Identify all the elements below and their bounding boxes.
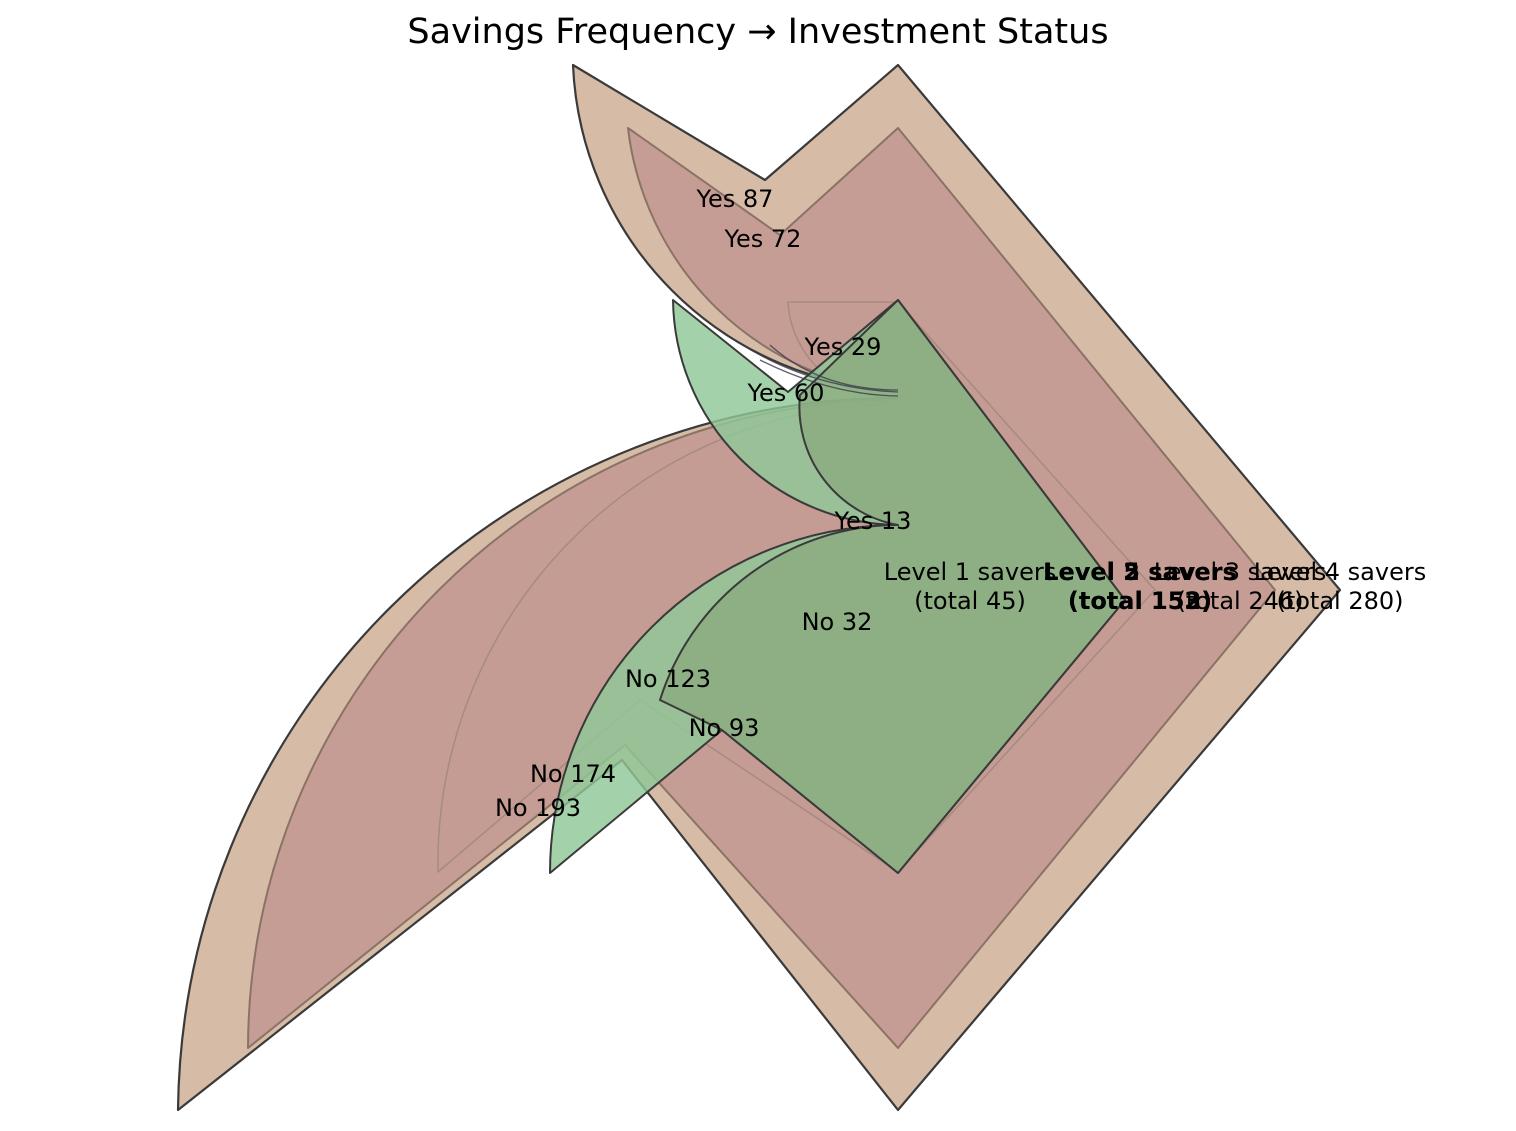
node-total-l3: (total 246) — [1176, 587, 1303, 615]
flow-label-l3-yes: Yes 72 — [724, 225, 802, 253]
flow-label-l4-no: No 193 — [495, 794, 581, 822]
flow-label-l3-no: No 174 — [530, 760, 616, 788]
node-label-l1: Level 1 savers — [884, 558, 1056, 586]
node-shape-l1 — [659, 299, 1126, 874]
flow-label-l1-yes: Yes 13 — [834, 507, 912, 535]
node-total-l2: (total 152) — [1068, 587, 1212, 615]
diagram-shapes — [176, 63, 1342, 1112]
flow-label-l1-no: No 32 — [802, 608, 873, 636]
diagram-labels: Yes 13 No 32 Yes 29 No 123 Yes 72 No 174 Yes 8… — [495, 185, 1426, 822]
flow-strand-0 — [769, 344, 899, 391]
node-total-l4: (total 280) — [1276, 587, 1403, 615]
node-label-l3: Level 3 savers — [1154, 558, 1326, 586]
node-total-l1: (total 45) — [914, 587, 1026, 615]
node-label-l5: Level 5 savers — [1043, 558, 1237, 586]
flow-label-l4-yes: Yes 87 — [696, 185, 774, 213]
flow-label-l2-yes: Yes 29 — [804, 333, 882, 361]
node-total-l5: (total 153) — [1068, 587, 1212, 615]
flow-label-l5-no: No 93 — [689, 714, 760, 742]
flow-label-l2-no: No 123 — [625, 665, 711, 693]
chart-title: Savings Frequency → Investment Status — [407, 12, 1109, 52]
node-label-l4: Level 4 savers — [1254, 558, 1426, 586]
node-label-l2: Level 2 savers — [1043, 558, 1237, 586]
flow-label-l5-yes: Yes 60 — [747, 379, 825, 407]
flow-strand-2 — [759, 359, 899, 397]
flow-strand-1 — [719, 329, 899, 393]
